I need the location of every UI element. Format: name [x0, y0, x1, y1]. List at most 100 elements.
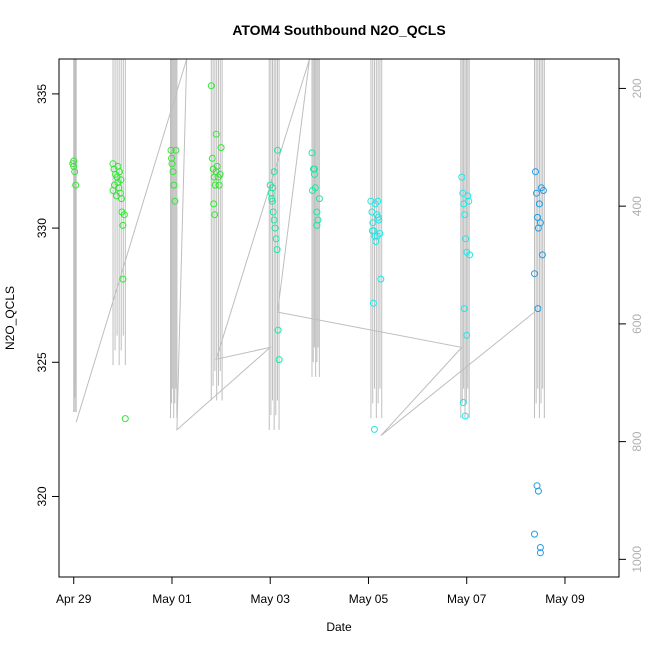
y-tick-label: 325 — [35, 352, 49, 372]
scatter-point-1-9 — [270, 168, 278, 176]
scatter-point-0-21 — [119, 275, 127, 283]
y2-tick-label: 600 — [630, 314, 644, 334]
scatter-point-2-8 — [375, 216, 383, 224]
scatter-point-2-14 — [371, 200, 379, 208]
scatter-point-2-16 — [374, 213, 382, 221]
scatter-point-2-11 — [369, 299, 377, 307]
scatter-point-0-37 — [213, 162, 221, 170]
scatter-point-1-12 — [275, 356, 283, 364]
scatter-point-1-23 — [313, 221, 321, 229]
scatter-point-0-43 — [211, 211, 219, 219]
scatter-point-0-27 — [170, 181, 178, 189]
chart-title: ATOM4 Southbound N2O_QCLS — [232, 22, 445, 38]
scatter-point-0-31 — [207, 82, 215, 90]
scatter-point-3-1 — [533, 189, 540, 197]
scatter-point-2-17 — [458, 173, 466, 181]
scatter-point-2-28 — [459, 399, 467, 406]
scatter-point-1-3 — [269, 208, 277, 216]
scatter-point-2-25 — [466, 251, 474, 259]
scatter-point-1-18 — [313, 208, 321, 216]
y2-tick-label: 800 — [630, 431, 644, 451]
scatter-point-0-17 — [115, 168, 123, 176]
scatter-point-2-24 — [465, 197, 473, 205]
scatter-point-0-18 — [117, 176, 125, 184]
y-tick-label: 320 — [35, 486, 49, 506]
x-tick-label: May 07 — [447, 592, 487, 606]
scatter-point-3-4 — [535, 200, 543, 208]
x-tick-label: May 05 — [349, 592, 389, 606]
y-axis-label: N2O_QCLS — [3, 286, 17, 350]
scatter-point-3-0 — [532, 168, 539, 176]
scatter-point-1-5 — [271, 224, 279, 232]
transit-path-line — [75, 58, 535, 437]
plot-frame — [58, 58, 620, 578]
scatter-point-0-36 — [212, 130, 220, 138]
scatter-point-1-7 — [273, 246, 281, 254]
scatter-point-0-22 — [120, 211, 128, 219]
scatter-point-2-15 — [373, 232, 381, 240]
scatter-point-0-39 — [215, 181, 223, 189]
scatter-point-0-29 — [172, 146, 180, 154]
x-axis-label: Date — [326, 620, 352, 634]
y-tick-label: 330 — [35, 218, 49, 238]
scatter-point-0-24 — [167, 146, 175, 154]
y-tick-label: 335 — [35, 84, 49, 104]
scatter-point-1-21 — [309, 187, 316, 194]
scatter-point-0-14 — [111, 181, 118, 189]
scatter-point-0-20 — [119, 221, 127, 229]
scatter-point-0-3 — [69, 160, 77, 168]
scatter-point-2-13 — [368, 227, 376, 235]
scatter-point-0-41 — [217, 144, 225, 152]
scatter-point-0-2 — [71, 168, 79, 176]
scatter-point-1-13 — [268, 195, 276, 203]
scatter-point-0-23 — [121, 415, 129, 423]
scatter-point-1-2 — [268, 197, 276, 205]
scatter-point-2-29 — [461, 412, 469, 420]
x-tick-label: May 03 — [251, 592, 291, 606]
scatter-point-3-13 — [531, 530, 538, 538]
scatter-point-2-23 — [464, 192, 472, 200]
x-tick-label: May 09 — [545, 592, 585, 606]
scatter-point-3-9 — [531, 270, 538, 278]
scatter-point-0-4 — [72, 181, 80, 189]
scatter-point-1-22 — [310, 165, 318, 173]
scatter-point-0-35 — [211, 181, 219, 189]
scatter-point-3-10 — [534, 305, 542, 313]
scatter-point-2-26 — [460, 305, 468, 313]
scatter-point-2-10 — [377, 275, 385, 283]
scatter-point-3-12 — [534, 487, 542, 495]
y2-tick-label: 400 — [630, 196, 644, 216]
scatter-point-0-26 — [169, 168, 177, 176]
scatter-point-1-6 — [272, 235, 280, 243]
scatter-point-3-2 — [534, 213, 541, 221]
scatter-point-3-8 — [539, 187, 547, 194]
y2-tick-label: 200 — [630, 78, 644, 98]
scatter-point-3-7 — [538, 251, 546, 259]
x-tick-label: May 01 — [152, 592, 192, 606]
scatter-point-1-11 — [274, 326, 282, 334]
y2-tick-label: 1000 — [630, 546, 644, 573]
scatter-point-2-12 — [370, 425, 378, 433]
scatter-point-0-32 — [208, 154, 216, 162]
scatter-point-0-25 — [168, 160, 176, 168]
scatter-point-0-44 — [212, 168, 220, 176]
scatter-point-0-30 — [168, 154, 175, 162]
scatter-point-3-15 — [536, 549, 544, 557]
scatter-point-2-21 — [462, 235, 470, 243]
scatter-point-1-4 — [270, 216, 278, 224]
scatter-point-3-14 — [536, 544, 544, 551]
scatter-point-1-8 — [269, 184, 277, 192]
plot-layer: Apr 29 May 01 May 03 May 05 May 07 May 09 320 3… — [35, 58, 644, 606]
scatter-point-2-27 — [463, 331, 471, 339]
scatter-point-1-10 — [274, 146, 282, 154]
scatter-point-0-42 — [210, 200, 218, 208]
scatter-point-1-16 — [310, 170, 318, 178]
x-tick-label: Apr 29 — [56, 592, 92, 606]
scatter-point-2-20 — [461, 211, 469, 219]
scatter-point-0-28 — [171, 197, 179, 205]
scatter-point-1-20 — [315, 195, 323, 203]
scatter-point-0-15 — [113, 192, 120, 200]
scatter-point-3-5 — [536, 219, 544, 227]
